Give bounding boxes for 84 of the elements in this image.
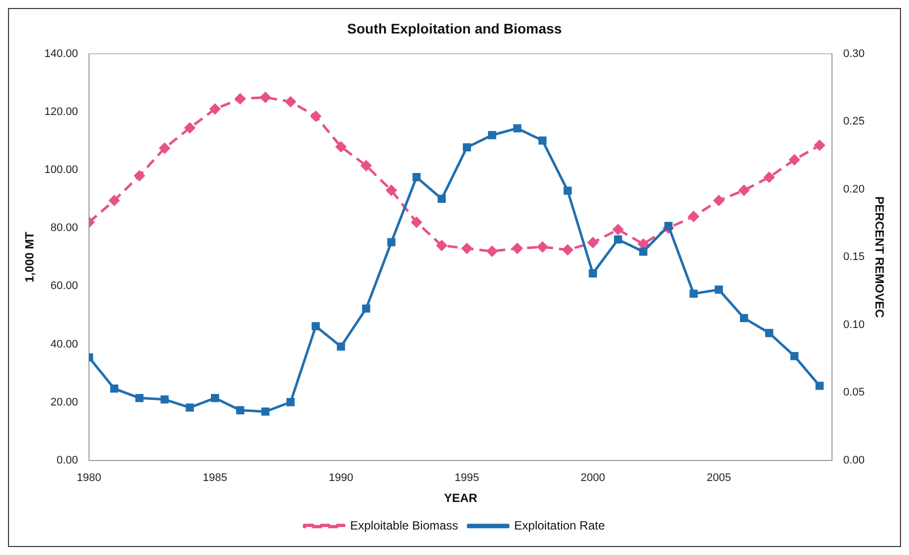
y2-axis-title: PERCENT REMOVEC	[872, 196, 886, 318]
x-tick-label: 1985	[202, 472, 228, 484]
y-tick-label: 60.00	[50, 280, 78, 292]
point	[639, 248, 648, 256]
point	[764, 172, 774, 182]
point	[360, 160, 372, 171]
point	[664, 222, 673, 230]
point	[740, 314, 748, 322]
point	[260, 92, 271, 103]
point	[438, 194, 446, 203]
y-tick-label: 80.00	[50, 222, 78, 234]
point	[588, 237, 598, 248]
point	[159, 142, 170, 154]
point	[184, 122, 196, 134]
point	[412, 173, 421, 182]
y2-tick-label: 0.00	[843, 454, 865, 466]
point	[538, 136, 547, 145]
point	[387, 238, 396, 246]
point	[612, 224, 624, 235]
point	[110, 384, 118, 393]
point	[486, 246, 498, 257]
x-tick-label: 1980	[76, 472, 102, 484]
point	[814, 140, 825, 151]
point	[462, 143, 471, 152]
point	[512, 243, 523, 254]
point	[236, 406, 244, 414]
point	[362, 304, 370, 313]
point	[286, 398, 295, 406]
point	[336, 141, 346, 152]
point	[562, 244, 573, 256]
point	[234, 94, 246, 104]
x-tick-label: 2005	[706, 472, 732, 484]
y-tick-label: 100.00	[44, 164, 78, 176]
y-tick-label: 140.00	[44, 48, 78, 60]
point	[310, 110, 322, 122]
y-tick-label: 40.00	[50, 338, 78, 350]
point	[537, 242, 548, 252]
point	[336, 342, 346, 351]
y2-tick-label: 0.10	[843, 318, 865, 331]
point	[436, 240, 447, 251]
y2-tick-label: 0.15	[843, 251, 865, 264]
point	[386, 185, 397, 196]
legend-label: Exploitable Biomass	[350, 518, 458, 532]
point	[789, 154, 800, 166]
point	[688, 211, 699, 222]
point	[411, 217, 422, 228]
point	[765, 328, 774, 338]
x-axis-title: YEAR	[444, 491, 478, 506]
point	[638, 238, 649, 250]
point	[462, 243, 472, 254]
y-axis-title: 1,000 MT	[22, 231, 37, 282]
x-tick-label: 2000	[580, 472, 606, 484]
y-tick-label: 0.00	[56, 454, 78, 466]
point	[285, 96, 296, 107]
point	[186, 403, 194, 412]
y2-tick-label: 0.25	[843, 116, 865, 128]
point	[135, 394, 144, 402]
point	[210, 104, 220, 114]
legend-label: Exploitation Rate	[514, 518, 606, 532]
point	[261, 408, 270, 416]
point	[816, 382, 824, 390]
point	[108, 195, 120, 206]
point	[312, 322, 320, 330]
point	[210, 394, 220, 402]
point	[160, 395, 169, 404]
y-tick-label: 20.00	[50, 396, 78, 408]
point	[738, 185, 750, 196]
point	[690, 290, 698, 298]
point	[714, 286, 723, 294]
point	[614, 235, 622, 244]
y2-tick-label: 0.30	[843, 48, 865, 60]
point	[790, 352, 798, 360]
point	[588, 269, 597, 278]
x-tick-label: 1995	[454, 472, 480, 484]
y-tick-label: 120.00	[44, 106, 78, 118]
point	[488, 131, 496, 140]
point	[714, 195, 724, 206]
point	[513, 124, 522, 132]
point	[564, 186, 572, 195]
x-tick-label: 1990	[328, 472, 354, 484]
point	[134, 170, 145, 182]
y2-tick-label: 0.05	[843, 386, 865, 399]
y2-tick-label: 0.20	[843, 183, 865, 196]
chart-title: South Exploitation and Biomass	[347, 20, 562, 36]
